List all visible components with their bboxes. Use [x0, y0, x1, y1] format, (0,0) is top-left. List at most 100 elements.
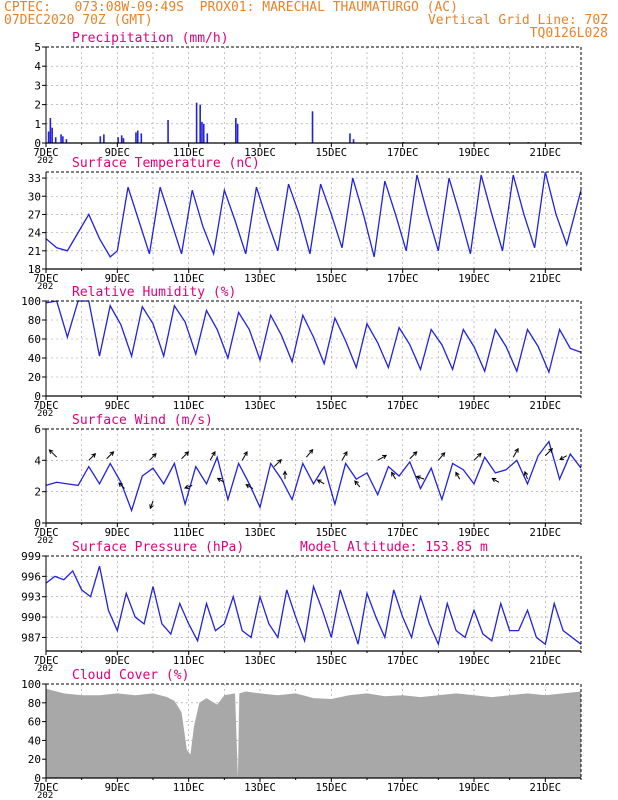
wind-arrow-shaft	[88, 453, 96, 461]
cloud-year-fragment: 202	[37, 791, 53, 800]
wind-xtick-label: 9DEC	[105, 527, 130, 539]
wind-arrow	[455, 471, 461, 480]
wind-arrow	[216, 477, 225, 483]
precip-panel	[42, 46, 582, 147]
wind-arrow-shaft	[209, 451, 216, 461]
cloud-area	[46, 688, 581, 778]
precip-bar	[65, 139, 68, 143]
precip-xtick-label: 7DEC	[33, 147, 58, 159]
wind-arrow-shaft	[273, 459, 282, 467]
wind-arrow-head	[548, 447, 553, 453]
wind-arrow-shaft	[317, 479, 325, 485]
wind-arrow-head	[184, 451, 190, 456]
wind-arrow-shaft	[184, 484, 193, 489]
wind-arrow-head	[149, 504, 154, 510]
rh-ytick-label: 0	[34, 390, 41, 403]
wind-arrow	[473, 452, 482, 461]
wind-arrow-head	[476, 452, 482, 458]
wind-arrow	[316, 479, 325, 485]
wind-arrow-head	[211, 450, 216, 456]
wind-arrow	[273, 458, 282, 467]
wind-arrow	[415, 475, 425, 480]
pres-xtick-label: 15DEC	[316, 655, 348, 667]
precip-ytick-label: 2	[34, 99, 41, 112]
temp-xtick-label: 7DEC	[33, 273, 58, 285]
wind-arrow-shaft	[149, 500, 154, 509]
wind-arrow-shaft	[377, 455, 387, 461]
wind-arrow-shaft	[49, 449, 58, 458]
temp-ytick-label: 27	[28, 208, 41, 221]
precip-bar	[140, 133, 143, 143]
wind-arrow	[377, 454, 388, 461]
rh-ytick-label: 80	[28, 314, 41, 327]
precip-bar	[62, 136, 64, 143]
wind-arrow	[88, 453, 97, 461]
wind-arrow-head	[282, 470, 288, 476]
wind-arrow-shaft	[559, 455, 567, 460]
wind-arrow-shaft	[149, 453, 157, 461]
wind-arrow	[282, 470, 288, 480]
precip-xtick-label: 17DEC	[387, 147, 419, 159]
wind-panel	[42, 428, 582, 527]
wind-ytick-label: 0	[34, 517, 41, 530]
pres-ytick-label: 993	[21, 591, 41, 604]
wind-arrow-head	[415, 475, 421, 480]
wind-arrow-head	[382, 454, 388, 460]
header-run-id: TQ0126L028	[529, 26, 608, 41]
rh-panel	[42, 300, 582, 400]
wind-arrow-shaft	[217, 477, 225, 483]
temp-xtick-label: 9DEC	[105, 273, 130, 285]
temp-xtick-label: 13DEC	[244, 273, 276, 285]
wind-arrow-head	[316, 479, 322, 484]
temp-ytick-label: 24	[28, 227, 42, 240]
cloud-xtick-label: 9DEC	[105, 782, 130, 794]
pres-xtick-label: 11DEC	[173, 655, 205, 667]
precip-ytick-label: 5	[34, 41, 41, 54]
cloud-xtick-label: 7DEC	[33, 782, 58, 794]
wind-arrow-head	[118, 482, 123, 488]
precip-bar	[135, 132, 137, 143]
wind-series-line	[45, 440, 582, 513]
precip-bar	[311, 111, 314, 143]
rh-year-fragment: 202	[37, 409, 53, 419]
precip-xtick-label: 15DEC	[316, 147, 348, 159]
wind-arrow-head	[455, 471, 460, 477]
wind-arrow-head	[184, 484, 190, 490]
wind-arrow	[245, 484, 254, 489]
temp-xtick-label: 19DEC	[458, 273, 490, 285]
wind-arrow-head	[308, 448, 314, 454]
cloud-xtick-label: 13DEC	[244, 782, 276, 794]
wind-arrow-head	[152, 453, 157, 458]
wind-arrow	[391, 471, 396, 480]
wind-arrow	[241, 450, 248, 461]
wind-ytick-label: 2	[34, 486, 41, 499]
pres-annotation: Model Altitude: 153.85 m	[300, 540, 488, 555]
wind-arrow	[305, 448, 314, 458]
wind-arrow-head	[440, 452, 446, 457]
wind-arrow	[341, 450, 348, 461]
wind-arrow-shaft	[473, 453, 482, 461]
precip-bar	[136, 130, 139, 143]
rh-xtick-label: 21DEC	[530, 400, 562, 412]
cloud-ytick-label: 40	[28, 734, 41, 747]
pres-xtick-label: 21DEC	[530, 655, 562, 667]
wind-arrow-shaft	[118, 482, 125, 489]
temp-panel	[42, 171, 582, 273]
wind-arrow-shaft	[341, 451, 348, 461]
wind-xtick-label: 11DEC	[173, 527, 205, 539]
cloud-ytick-label: 100	[21, 678, 41, 691]
precip-bar	[103, 134, 105, 143]
pres-ytick-label: 999	[21, 550, 41, 563]
rh-title: Relative Humidity (%)	[72, 285, 236, 300]
cloud-xtick-label: 21DEC	[530, 782, 562, 794]
precip-bar	[117, 137, 119, 143]
wind-arrow-head	[109, 451, 115, 456]
precip-xtick-label: 9DEC	[105, 147, 130, 159]
cloud-ytick-label: 80	[28, 697, 41, 710]
wind-xtick-label: 15DEC	[316, 527, 348, 539]
precip-bar	[60, 134, 62, 143]
temp-year-fragment: 202	[37, 282, 53, 292]
wind-arrow-head	[354, 480, 359, 486]
rh-xtick-label: 13DEC	[244, 400, 276, 412]
wind-arrow	[181, 451, 190, 460]
